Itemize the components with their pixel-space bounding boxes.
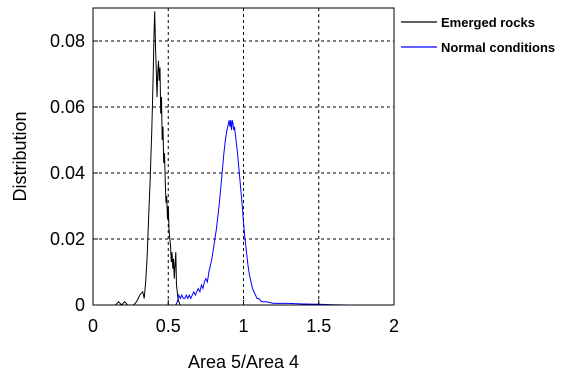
x-tick-label: 2 — [389, 316, 399, 336]
y-tick-label: 0 — [75, 295, 85, 315]
y-tick-label: 0.06 — [50, 97, 85, 117]
x-axis-label: Area 5/Area 4 — [188, 352, 299, 372]
normal-conditions-line — [175, 120, 349, 306]
y-tick-label: 0.08 — [50, 31, 85, 51]
y-axis-label: Distribution — [10, 111, 30, 201]
ticks-layer: 0 0.5 1 1.5 2 0 0.02 0.04 0.06 0.08 — [50, 31, 399, 336]
y-tick-label: 0.04 — [50, 163, 85, 183]
series-layer — [115, 11, 349, 306]
x-tick-label: 0 — [88, 316, 98, 336]
x-tick-label: 1.5 — [306, 316, 331, 336]
y-tick-label: 0.02 — [50, 229, 85, 249]
x-tick-label: 1 — [238, 316, 248, 336]
grid-layer — [93, 8, 394, 305]
legend-label-emerged-rocks: Emerged rocks — [441, 15, 535, 30]
legend: Emerged rocks Normal conditions — [401, 15, 555, 55]
x-tick-label: 0.5 — [156, 316, 181, 336]
emerged-rocks-line — [115, 11, 181, 306]
legend-label-normal-conditions: Normal conditions — [441, 40, 555, 55]
